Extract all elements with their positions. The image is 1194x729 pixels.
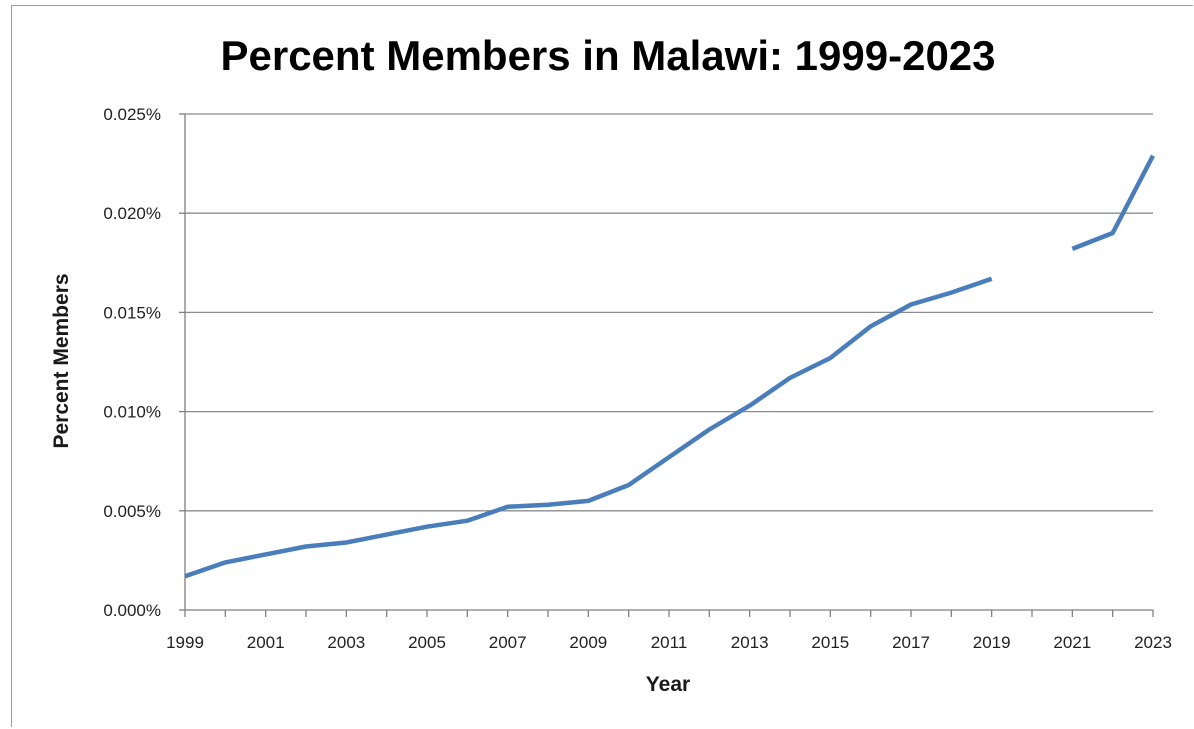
y-tick-label: 0.010% [103,403,161,422]
y-tick-label: 0.015% [103,303,161,322]
y-tick-label: 0.005% [103,502,161,521]
x-tick-label: 2001 [247,633,285,652]
x-tick-label: 2019 [973,633,1011,652]
x-tick-label: 1999 [166,633,204,652]
x-axis-title: Year [646,673,690,696]
y-tick-label: 0.025% [103,105,161,124]
series-group [184,154,1155,579]
gridlines [185,113,1153,512]
x-tick-label: 2011 [651,633,688,652]
y-tick-label: 0.000% [103,601,161,620]
series-line [184,276,993,579]
x-tick-label: 2003 [327,633,365,652]
x-tick-label: 2007 [489,633,527,652]
y-axis-title: Percent Members [50,273,73,448]
series-line [1071,154,1155,251]
y-tick-labels: 0.000% 0.005% 0.010% 0.015% 0.020% 0.025% [103,105,161,620]
x-tick-label: 2017 [892,633,930,652]
y-tick-label: 0.020% [103,204,161,223]
x-tick-label: 2009 [569,633,607,652]
x-tick-label: 2013 [731,633,769,652]
x-tick-label: 2021 [1053,633,1091,652]
chart-frame [11,5,1193,727]
x-tick-label: 2005 [408,633,446,652]
axes [179,113,1154,617]
x-tick-label: 2015 [811,633,849,652]
x-tick-label: 2023 [1134,633,1172,652]
chart-title: Percent Members in Malawi: 1999-2023 [220,32,995,79]
x-tick-labels: 1999 2001 2003 2005 2007 2009 2011 2013 2015 2017… [166,633,1172,652]
